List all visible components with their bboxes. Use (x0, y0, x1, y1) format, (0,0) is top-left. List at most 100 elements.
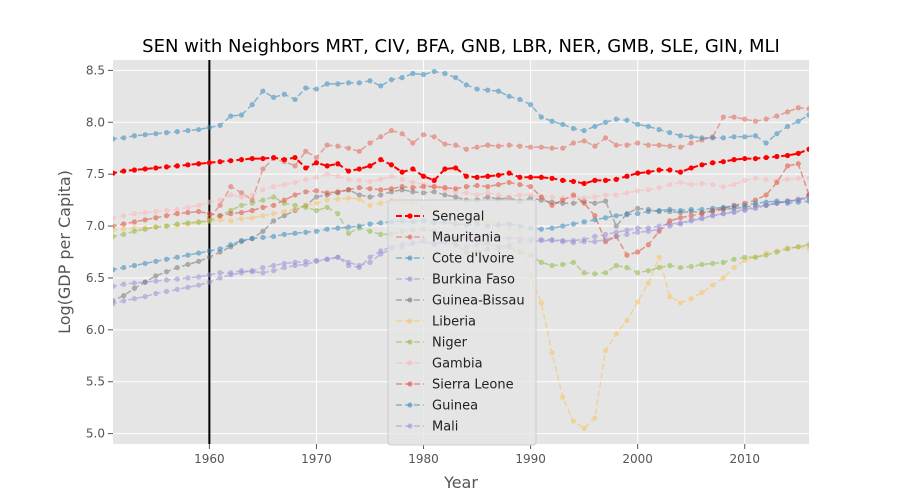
data-point-burkina-faso (281, 264, 287, 271)
data-point-mali (121, 298, 127, 304)
data-point-mauritania (410, 140, 416, 146)
data-point-mauritania (292, 163, 298, 169)
legend-label-niger: Niger (432, 336, 468, 351)
data-point-gambia (613, 192, 619, 198)
data-point-burkina-faso (602, 231, 609, 237)
legend-entry-liberia: Liberia (396, 315, 476, 330)
data-point-gambia (731, 181, 737, 188)
data-point-sierra-leone (420, 184, 427, 190)
data-point-sierra-leone (153, 215, 159, 221)
data-point-sierra-leone (763, 192, 769, 198)
data-point-senegal (388, 162, 394, 168)
data-point-mali (313, 257, 320, 263)
data-point-cote-d-ivoire (592, 123, 598, 130)
data-point-senegal (795, 150, 801, 157)
data-point-senegal (720, 159, 726, 165)
data-point-mauritania (442, 141, 448, 147)
series-line-mauritania (208, 106, 809, 219)
data-point-burkina-faso (153, 278, 159, 284)
data-point-mali (624, 231, 630, 237)
data-point-niger (367, 228, 373, 234)
data-point-mauritania (795, 105, 801, 111)
x-tick-label: 2010 (729, 452, 760, 466)
data-point-cote-d-ivoire (196, 126, 202, 133)
data-point-mauritania (752, 118, 759, 124)
data-point-senegal (549, 175, 555, 181)
data-point-guinea (185, 252, 191, 258)
y-axis-label: Log(GDP per Capita) (55, 170, 74, 334)
data-point-cote-d-ivoire (217, 122, 223, 128)
data-point-liberia (367, 202, 373, 208)
data-point-senegal (645, 169, 651, 175)
data-point-mauritania (624, 142, 630, 148)
legend-marker-sierra-leone (407, 381, 413, 387)
data-point-liberia (356, 196, 362, 202)
data-point-gambia (206, 199, 212, 205)
data-point-niger (153, 224, 159, 230)
data-point-guinea-bissau (613, 223, 619, 229)
data-point-niger (656, 264, 662, 271)
data-point-sierra-leone (635, 249, 641, 255)
data-point-guinea-bissau (196, 258, 202, 264)
data-point-niger (142, 226, 148, 232)
data-point-mauritania (528, 144, 534, 150)
data-point-guinea-bissau (420, 190, 427, 196)
data-point-cote-d-ivoire (624, 117, 630, 123)
data-point-cote-d-ivoire (720, 135, 726, 141)
data-point-liberia (806, 246, 809, 252)
data-point-gambia (581, 195, 587, 201)
chart-title: SEN with Neighbors MRT, CIV, BFA, GNB, L… (142, 36, 780, 57)
data-point-mali (774, 200, 780, 206)
legend-label-sierra-leone: Sierra Leone (432, 378, 514, 393)
data-point-mali (592, 239, 598, 245)
data-point-gambia (688, 181, 694, 188)
legend-label-gambia: Gambia (432, 357, 483, 372)
data-point-senegal (399, 169, 405, 175)
data-point-senegal (528, 174, 534, 180)
data-point-guinea (720, 204, 726, 210)
data-point-sierra-leone (356, 185, 362, 191)
data-point-cote-d-ivoire (774, 131, 780, 137)
data-point-sierra-leone (174, 211, 180, 217)
data-point-guinea (538, 226, 544, 232)
data-point-gambia (260, 187, 266, 193)
data-point-sierra-leone (196, 208, 202, 215)
legend-label-guinea: Guinea (432, 399, 478, 414)
data-point-guinea-bissau (378, 192, 384, 198)
legend-marker-liberia (407, 318, 413, 324)
data-point-niger (185, 220, 191, 226)
data-point-burkina-faso (635, 225, 641, 231)
data-point-mali (303, 258, 309, 264)
data-point-senegal (699, 162, 705, 168)
data-point-mali (356, 264, 362, 271)
legend-entry-senegal: Senegal (396, 210, 484, 225)
data-point-liberia (324, 197, 330, 203)
data-point-mauritania (549, 145, 555, 151)
data-point-sierra-leone (538, 194, 544, 200)
data-point-niger (313, 207, 320, 214)
data-point-senegal (228, 158, 234, 164)
data-point-sierra-leone (238, 209, 245, 216)
data-point-mauritania (356, 148, 362, 154)
data-point-cote-d-ivoire (549, 118, 555, 124)
data-point-niger (602, 270, 609, 276)
data-point-mali (281, 260, 287, 267)
data-point-guinea (677, 207, 684, 214)
data-point-liberia (345, 195, 352, 201)
data-point-mali (677, 221, 684, 227)
data-point-mali (131, 296, 138, 302)
y-axis-ticks: 5.0 5.5 6.0 6.5 7.0 7.5 8.0 8.5 (86, 63, 113, 441)
legend-label-burkina-faso: Burkina Faso (432, 273, 515, 288)
data-point-sierra-leone (303, 189, 309, 195)
data-point-guinea-bissau (281, 213, 287, 219)
data-point-mauritania (506, 142, 512, 148)
data-point-sierra-leone (795, 161, 801, 167)
data-point-mauritania (592, 143, 598, 149)
legend-marker-gambia (407, 360, 413, 366)
data-point-gambia (602, 192, 609, 198)
data-point-gambia (345, 176, 352, 182)
data-point-senegal (420, 173, 427, 179)
data-point-guinea (174, 254, 180, 260)
data-point-sierra-leone (581, 200, 587, 206)
data-point-sierra-leone (292, 192, 298, 198)
